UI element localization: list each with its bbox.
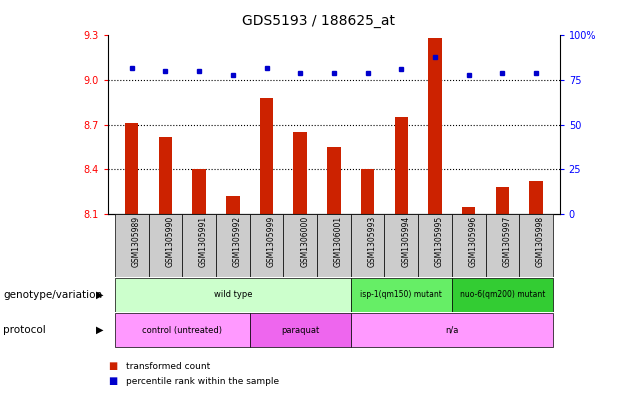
- Bar: [350, 313, 553, 347]
- Bar: [452, 278, 553, 312]
- Bar: [149, 214, 183, 277]
- Bar: [317, 214, 350, 277]
- Bar: [250, 313, 350, 347]
- Text: ▶: ▶: [95, 325, 103, 335]
- Bar: [327, 147, 341, 214]
- Text: ■: ■: [108, 361, 118, 371]
- Bar: [361, 169, 375, 214]
- Text: GSM1305992: GSM1305992: [233, 216, 242, 267]
- Bar: [452, 214, 485, 277]
- Text: GSM1306000: GSM1306000: [300, 216, 309, 267]
- Text: GSM1305997: GSM1305997: [502, 216, 511, 267]
- Text: GSM1305996: GSM1305996: [469, 216, 478, 267]
- Text: GSM1305993: GSM1305993: [368, 216, 377, 267]
- Text: paraquat: paraquat: [281, 326, 319, 334]
- Bar: [115, 313, 250, 347]
- Text: GSM1305989: GSM1305989: [132, 216, 141, 267]
- Text: protocol: protocol: [3, 325, 46, 335]
- Text: GDS5193 / 188625_at: GDS5193 / 188625_at: [242, 14, 394, 28]
- Text: GSM1305999: GSM1305999: [266, 216, 275, 267]
- Text: GSM1305998: GSM1305998: [536, 216, 545, 267]
- Bar: [485, 214, 519, 277]
- Text: wild type: wild type: [214, 290, 252, 299]
- Text: ■: ■: [108, 376, 118, 386]
- Bar: [183, 214, 216, 277]
- Bar: [394, 118, 408, 214]
- Text: control (untreated): control (untreated): [142, 326, 222, 334]
- Bar: [418, 214, 452, 277]
- Bar: [519, 214, 553, 277]
- Bar: [350, 214, 384, 277]
- Text: GSM1306001: GSM1306001: [334, 216, 343, 267]
- Text: n/a: n/a: [445, 326, 459, 334]
- Bar: [428, 39, 442, 214]
- Text: ▶: ▶: [95, 290, 103, 300]
- Bar: [226, 196, 240, 214]
- Bar: [259, 98, 273, 214]
- Bar: [125, 123, 139, 214]
- Text: GSM1305990: GSM1305990: [165, 216, 174, 267]
- Bar: [462, 207, 476, 214]
- Bar: [350, 278, 452, 312]
- Text: GSM1305991: GSM1305991: [199, 216, 208, 267]
- Text: GSM1305994: GSM1305994: [401, 216, 410, 267]
- Bar: [495, 187, 509, 214]
- Bar: [293, 132, 307, 214]
- Text: isp-1(qm150) mutant: isp-1(qm150) mutant: [361, 290, 442, 299]
- Text: percentile rank within the sample: percentile rank within the sample: [126, 377, 279, 386]
- Text: genotype/variation: genotype/variation: [3, 290, 102, 300]
- Bar: [384, 214, 418, 277]
- Bar: [115, 278, 350, 312]
- Bar: [216, 214, 250, 277]
- Text: nuo-6(qm200) mutant: nuo-6(qm200) mutant: [460, 290, 545, 299]
- Bar: [284, 214, 317, 277]
- Text: transformed count: transformed count: [126, 362, 210, 371]
- Bar: [115, 214, 149, 277]
- Text: GSM1305995: GSM1305995: [435, 216, 444, 267]
- Bar: [529, 182, 543, 214]
- Bar: [192, 169, 206, 214]
- Bar: [158, 137, 172, 214]
- Bar: [250, 214, 284, 277]
